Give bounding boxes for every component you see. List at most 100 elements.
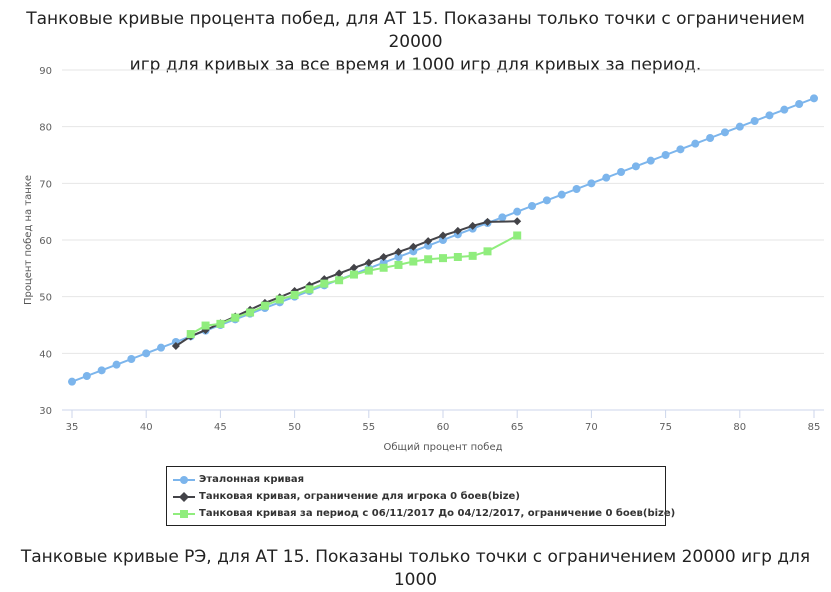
data-point[interactable] (231, 313, 240, 322)
data-point[interactable] (364, 266, 373, 275)
data-point[interactable] (364, 258, 373, 267)
data-point[interactable] (691, 139, 700, 148)
data-point[interactable] (439, 254, 447, 263)
next-chart-title-line-2: 1000 (393, 570, 438, 590)
y-tick-label: 50 (39, 293, 52, 304)
data-point[interactable] (394, 253, 403, 261)
series-3 (186, 231, 522, 339)
data-point[interactable] (706, 134, 715, 142)
data-point[interactable] (735, 122, 744, 131)
data-point[interactable] (424, 255, 433, 264)
data-point[interactable] (349, 263, 358, 272)
x-tick-label: 65 (511, 422, 524, 433)
data-point[interactable] (409, 257, 418, 266)
legend-label-period-curve: Танковая кривая за период с 06/11/2017 Д… (199, 508, 676, 519)
data-point[interactable] (379, 263, 388, 272)
data-point[interactable] (468, 221, 477, 230)
series-2 (171, 217, 522, 350)
data-point[interactable] (631, 162, 640, 171)
data-point[interactable] (409, 247, 418, 256)
x-axis-label: Общий процент побед (383, 442, 502, 453)
data-point[interactable] (513, 231, 522, 240)
next-chart-title: Танковые кривые РЭ, для АТ 15. Показаны … (0, 546, 831, 592)
data-point[interactable] (780, 105, 789, 114)
data-point[interactable] (810, 94, 818, 103)
data-point[interactable] (335, 269, 344, 278)
legend-symbol-circle-icon (173, 476, 195, 484)
y-axis-label: Процент побед на танке (23, 175, 34, 305)
data-point[interactable] (439, 236, 447, 244)
legend-label-reference: Эталонная кривая (199, 474, 304, 485)
data-point[interactable] (260, 301, 269, 310)
series-layer (68, 94, 818, 386)
data-point[interactable] (750, 117, 759, 125)
data-point[interactable] (483, 217, 492, 226)
data-point[interactable] (201, 321, 210, 330)
data-point[interactable] (424, 237, 433, 246)
data-point[interactable] (186, 330, 195, 339)
data-point[interactable] (602, 173, 611, 182)
x-tick-label: 50 (288, 422, 301, 433)
data-point[interactable] (646, 156, 655, 165)
legend: Эталонная кривая Танковая кривая, ограни… (166, 466, 675, 526)
x-tick-label: 85 (808, 422, 821, 433)
data-point[interactable] (246, 308, 255, 317)
x-tick-label: 60 (437, 422, 450, 433)
data-point[interactable] (617, 168, 626, 176)
win-rate-chart: 30 40 50 60 70 80 90 35 40 45 50 55 60 65 70 75 80 85 Общ… (23, 66, 824, 453)
data-point[interactable] (795, 100, 804, 108)
data-point[interactable] (142, 349, 151, 358)
x-tick-label: 80 (733, 422, 746, 433)
data-point[interactable] (528, 202, 537, 210)
data-point[interactable] (439, 231, 447, 240)
data-point[interactable] (335, 276, 344, 285)
data-point[interactable] (424, 241, 433, 250)
data-point[interactable] (483, 247, 492, 256)
data-point[interactable] (453, 226, 462, 235)
y-tick-label: 90 (39, 66, 52, 77)
next-chart-title-line-1: Танковые кривые РЭ, для АТ 15. Показаны … (20, 547, 811, 567)
data-point[interactable] (290, 290, 299, 299)
series-line (190, 234, 518, 335)
data-point[interactable] (557, 190, 566, 199)
data-point[interactable] (453, 253, 462, 261)
x-tick-label: 35 (66, 422, 79, 433)
data-point[interactable] (68, 377, 76, 386)
y-tick-label: 80 (39, 123, 52, 134)
data-point[interactable] (409, 242, 418, 251)
data-point[interactable] (572, 185, 581, 193)
data-point[interactable] (513, 207, 522, 216)
data-point[interactable] (171, 341, 180, 350)
y-tick-label: 30 (39, 406, 52, 417)
legend-symbol-diamond-icon (173, 492, 195, 502)
x-tick-label: 55 (362, 422, 375, 433)
data-point[interactable] (112, 360, 121, 369)
data-point[interactable] (765, 111, 774, 120)
data-point[interactable] (513, 217, 522, 226)
data-point[interactable] (542, 196, 551, 205)
data-point[interactable] (157, 343, 166, 352)
data-point[interactable] (97, 366, 106, 375)
data-point[interactable] (379, 253, 388, 261)
data-point[interactable] (676, 145, 685, 154)
data-point[interactable] (216, 319, 225, 328)
data-point[interactable] (82, 372, 91, 380)
data-point[interactable] (320, 279, 329, 288)
data-point[interactable] (127, 355, 136, 363)
data-point[interactable] (394, 247, 403, 256)
x-tick-label: 40 (140, 422, 153, 433)
data-point[interactable] (394, 260, 403, 269)
data-point[interactable] (498, 213, 507, 222)
y-tick-label: 70 (39, 179, 52, 190)
x-tick-label: 45 (214, 422, 227, 433)
y-tick-label: 60 (39, 236, 52, 247)
data-point[interactable] (349, 270, 358, 279)
data-point[interactable] (661, 151, 670, 159)
y-tick-label: 40 (39, 349, 52, 360)
axes: 30 40 50 60 70 80 90 35 40 45 50 55 60 65 70 75 80 85 (39, 66, 824, 433)
data-point[interactable] (305, 285, 314, 294)
data-point[interactable] (587, 179, 596, 188)
data-point[interactable] (468, 251, 477, 260)
data-point[interactable] (275, 295, 284, 304)
data-point[interactable] (720, 128, 729, 137)
